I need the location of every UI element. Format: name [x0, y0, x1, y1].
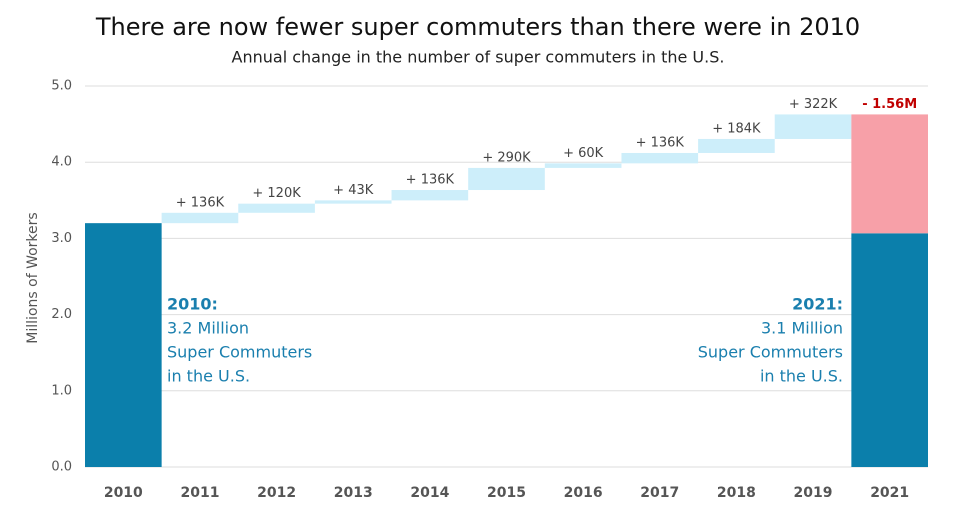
annotation: 3.1 Million	[761, 319, 843, 338]
y-tick-label: 5.0	[51, 79, 72, 94]
value-label: + 136K	[636, 135, 685, 150]
value-label: + 184K	[712, 121, 761, 136]
increase-bar	[544, 163, 622, 168]
y-tick-label: 1.0	[51, 383, 72, 398]
value-label: + 136K	[176, 195, 225, 210]
total-bar	[851, 233, 928, 467]
x-tick-label: 2021	[870, 485, 909, 501]
annotation: 2021:	[792, 295, 843, 314]
value-label: + 136K	[406, 173, 455, 188]
total-bar	[85, 223, 162, 467]
y-tick-label: 3.0	[51, 231, 72, 246]
x-tick-label: 2010	[104, 485, 143, 501]
increase-bar	[774, 114, 852, 139]
y-tick-label: 2.0	[51, 307, 72, 322]
value-label: + 290K	[482, 150, 531, 165]
x-tick-label: 2019	[794, 485, 833, 501]
annotation: Super Commuters	[167, 343, 312, 362]
y-tick-label: 4.0	[51, 155, 72, 170]
x-tick-label: 2012	[257, 485, 296, 501]
increase-bar	[391, 190, 469, 201]
annotation: 3.2 Million	[167, 319, 249, 338]
x-tick-label: 2015	[487, 485, 526, 501]
x-tick-label: 2016	[564, 485, 603, 501]
value-label: + 43K	[333, 183, 374, 198]
y-axis-title: Millions of Workers	[25, 212, 41, 343]
value-label: + 322K	[789, 97, 838, 112]
increase-bar	[698, 138, 775, 153]
x-tick-label: 2013	[334, 485, 373, 501]
annotation: 2010:	[167, 295, 218, 314]
increase-bar	[238, 203, 315, 213]
increase-bar	[161, 212, 239, 224]
annotation: Super Commuters	[698, 343, 843, 362]
increase-bar	[621, 152, 699, 164]
annotation: in the U.S.	[760, 367, 843, 386]
decrease-bar	[851, 114, 928, 234]
value-label: + 60K	[563, 146, 604, 161]
x-tick-label: 2011	[180, 485, 219, 501]
chart-title: There are now fewer super commuters than…	[95, 13, 860, 41]
y-tick-label: 0.0	[51, 460, 72, 475]
x-tick-label: 2014	[410, 485, 449, 501]
x-tick-label: 2017	[640, 485, 679, 501]
annotation: in the U.S.	[167, 367, 250, 386]
chart-subtitle: Annual change in the number of super com…	[232, 48, 725, 67]
increase-bar	[314, 200, 392, 204]
increase-bar	[468, 167, 545, 191]
value-label: + 120K	[252, 186, 301, 201]
value-label: - 1.56M	[862, 97, 917, 112]
x-tick-label: 2018	[717, 485, 756, 501]
